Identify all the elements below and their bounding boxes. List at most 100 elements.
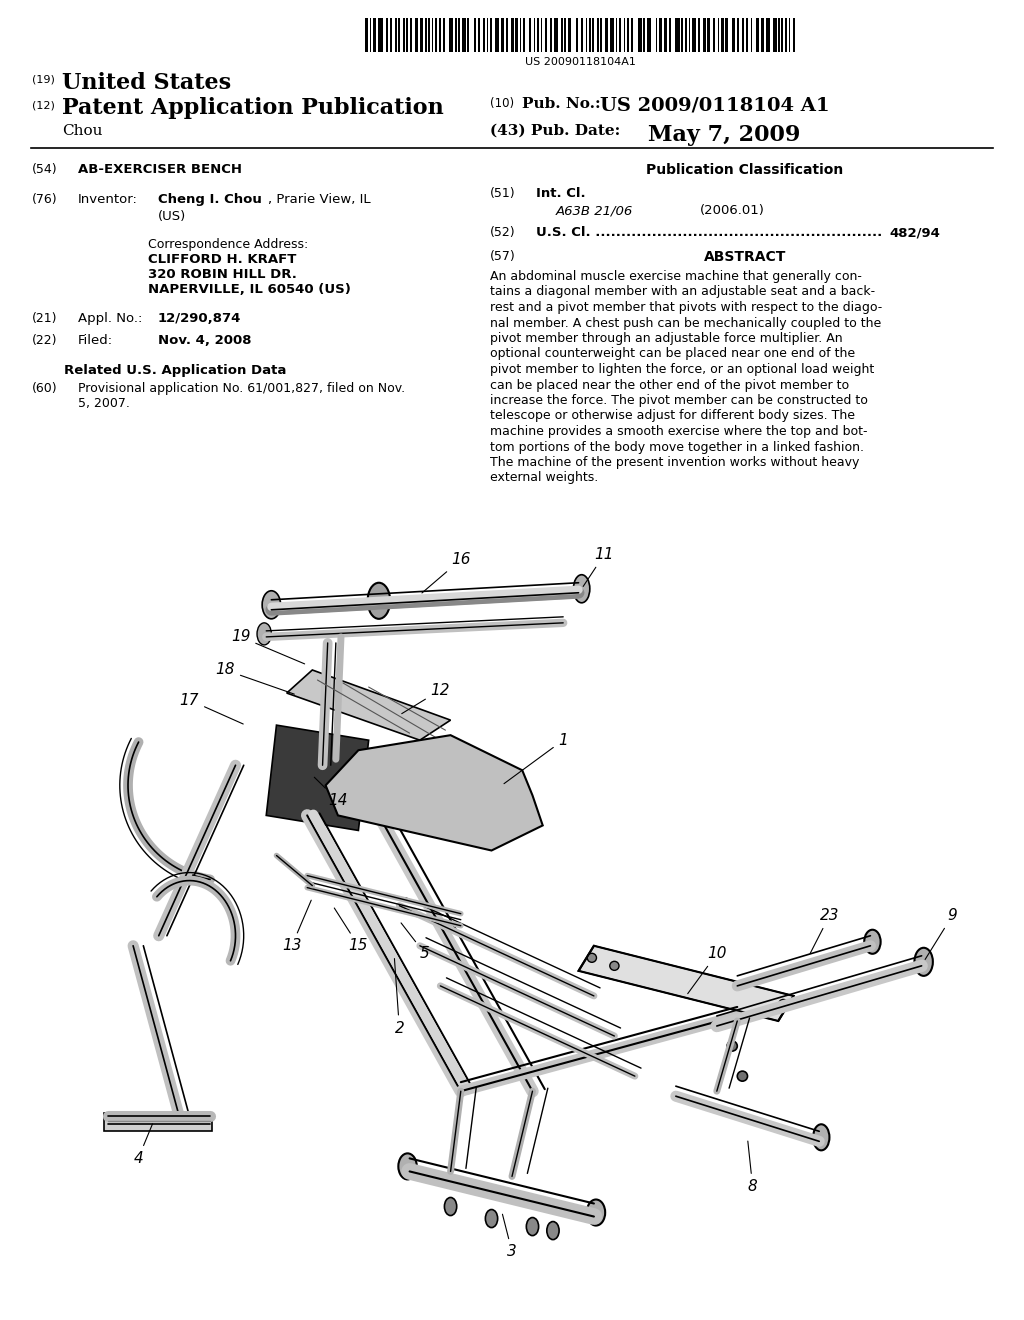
Bar [737,18,739,51]
Bar [697,18,699,51]
Bar [702,18,706,51]
Bar [675,18,680,51]
Text: May 7, 2009: May 7, 2009 [648,124,801,147]
Text: (10): (10) [490,96,514,110]
Text: ABSTRACT: ABSTRACT [703,249,786,264]
Text: telescope or otherwise adjust for different body sizes. The: telescope or otherwise adjust for differ… [490,409,855,422]
Text: external weights.: external weights. [490,471,598,484]
Ellipse shape [290,752,336,797]
Ellipse shape [864,929,881,954]
Text: United States: United States [62,73,231,94]
Bar [390,18,391,51]
Ellipse shape [573,574,590,603]
Bar [669,18,671,51]
Bar [655,18,657,51]
Bar [415,18,418,51]
Bar [365,18,368,51]
Bar [742,18,744,51]
Text: 1: 1 [504,733,568,784]
Text: 5, 2007.: 5, 2007. [78,397,130,411]
Text: US 20090118104A1: US 20090118104A1 [524,57,636,67]
Bar [394,18,396,51]
Bar [398,18,400,51]
Bar [467,18,469,51]
Text: (2006.01): (2006.01) [700,205,765,216]
Bar [486,18,488,51]
Text: (US): (US) [158,210,186,223]
Text: U.S. Cl. ........................................................: U.S. Cl. ...............................… [536,226,883,239]
Bar [455,18,457,51]
Bar [511,18,513,51]
Bar [442,18,444,51]
Polygon shape [579,945,794,1020]
Text: (43) Pub. Date:: (43) Pub. Date: [490,124,621,139]
Bar [373,18,376,51]
Bar [478,18,479,51]
Text: can be placed near the other end of the pivot member to: can be placed near the other end of the … [490,379,849,392]
Text: increase the force. The pivot member can be constructed to: increase the force. The pivot member can… [490,393,868,407]
Bar [732,18,735,51]
Ellipse shape [727,1041,737,1051]
Bar [586,18,587,51]
Ellipse shape [764,1006,772,1015]
Text: 11: 11 [583,548,614,586]
Bar [725,18,728,51]
Bar [721,18,724,51]
Bar [495,18,499,51]
Text: optional counterweight can be placed near one end of the: optional counterweight can be placed nea… [490,347,855,360]
Ellipse shape [588,953,596,962]
Bar [420,18,423,51]
Polygon shape [287,671,451,741]
Text: AB-EXERCISER BENCH: AB-EXERCISER BENCH [78,162,242,176]
Text: 12/290,874: 12/290,874 [158,312,242,325]
Text: (21): (21) [32,312,57,325]
Bar [600,18,601,51]
Bar [537,18,539,51]
Bar [778,18,779,51]
Ellipse shape [778,999,788,1008]
Bar [681,18,683,51]
Bar [550,18,552,51]
Text: (76): (76) [32,193,57,206]
Bar [785,18,787,51]
Text: (12): (12) [32,100,55,110]
Bar [104,1113,212,1131]
Text: An abdominal muscle exercise machine that generally con-: An abdominal muscle exercise machine tha… [490,271,862,282]
Text: Correspondence Address:: Correspondence Address: [148,238,308,251]
Ellipse shape [305,768,321,783]
Bar [624,18,625,51]
Bar [575,18,578,51]
Text: nal member. A chest push can be mechanically coupled to the: nal member. A chest push can be mechanic… [490,317,882,330]
Text: (60): (60) [32,381,57,395]
Bar [631,18,633,51]
Bar [560,18,562,51]
Bar [489,18,492,51]
Ellipse shape [587,1200,605,1225]
Ellipse shape [368,582,390,619]
Bar [793,18,795,51]
Bar [581,18,583,51]
Bar [482,18,484,51]
Text: Pub. No.:: Pub. No.: [522,96,601,111]
Text: (51): (51) [490,187,516,201]
Text: 16: 16 [422,552,471,593]
Bar [597,18,598,51]
Text: The machine of the present invention works without heavy: The machine of the present invention wor… [490,455,859,469]
Text: tains a diagonal member with an adjustable seat and a back-: tains a diagonal member with an adjustab… [490,285,876,298]
Bar [707,18,710,51]
Bar [618,18,621,51]
Bar [425,18,427,51]
Text: Int. Cl.: Int. Cl. [536,187,586,201]
Bar [781,18,783,51]
Bar [564,18,565,51]
Bar [788,18,790,51]
Bar [609,18,613,51]
Bar [713,18,715,51]
Text: rest and a pivot member that pivots with respect to the diago-: rest and a pivot member that pivots with… [490,301,883,314]
Ellipse shape [737,1071,748,1081]
Bar [659,18,662,51]
Bar [435,18,437,51]
Text: 18: 18 [215,663,294,694]
Text: (22): (22) [32,334,57,347]
Text: pivot member to lighten the force, or an optional load weight: pivot member to lighten the force, or an… [490,363,874,376]
